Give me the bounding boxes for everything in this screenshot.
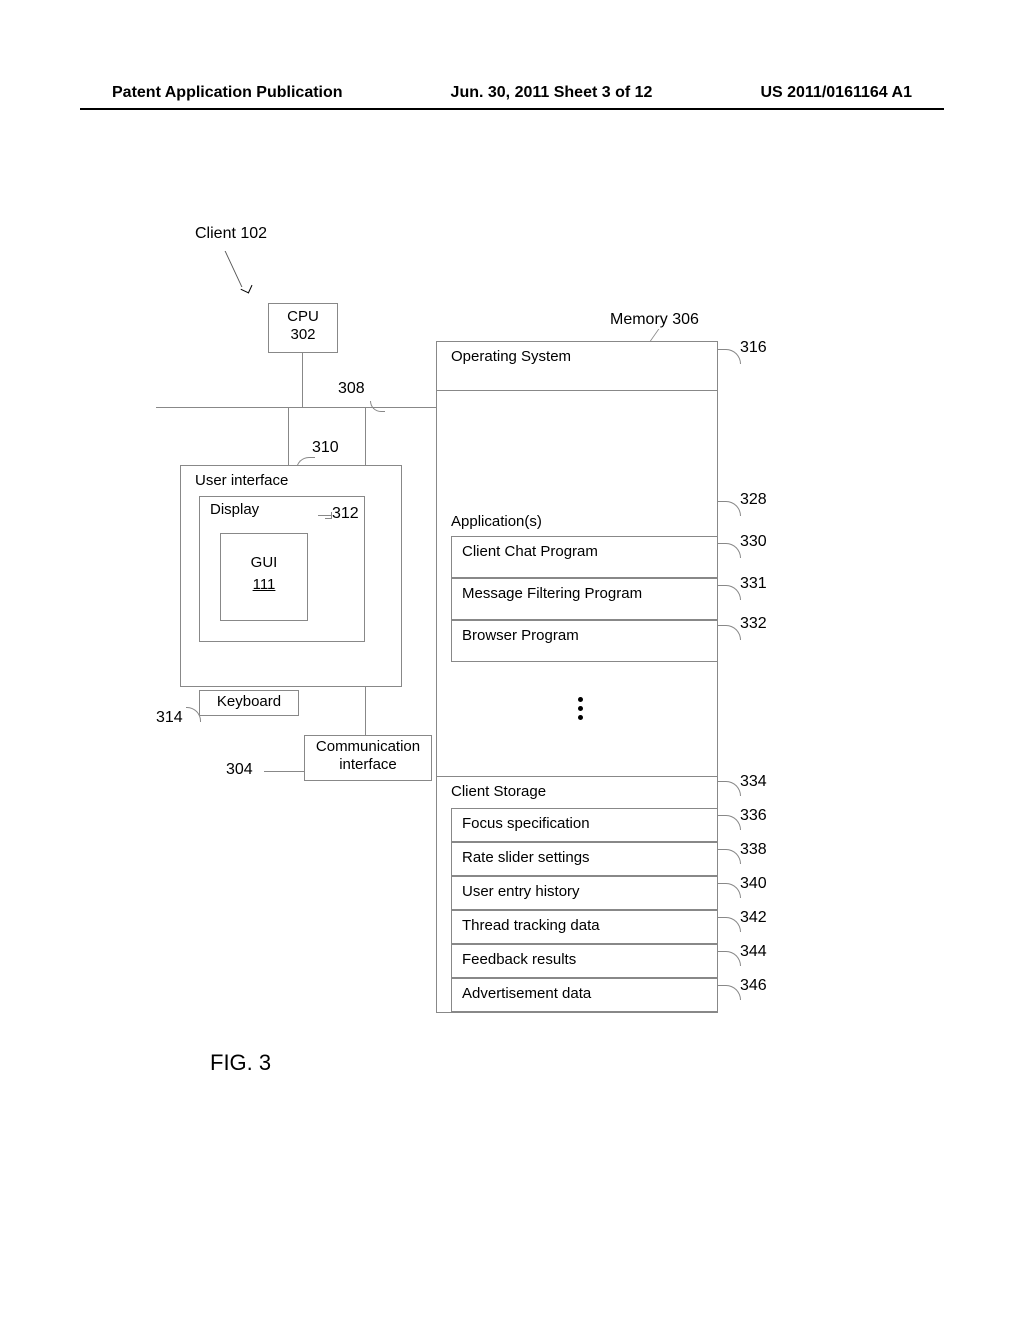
- mem-app-chat: Client Chat Program: [451, 536, 717, 578]
- page-header: Patent Application Publication Jun. 30, …: [0, 84, 1024, 102]
- mem-s-feedback: Feedback results: [451, 944, 717, 978]
- ui-label: User interface: [195, 472, 288, 489]
- mem-app-filter-text: Message Filtering Program: [462, 585, 642, 602]
- mem-s-focus: Focus specification: [451, 808, 717, 842]
- ref-332-leader: [718, 625, 741, 640]
- comm-interface-box: Communication interface: [304, 735, 432, 781]
- ref-346: 346: [740, 977, 767, 995]
- memory-box: Operating System Application(s) Client C…: [436, 341, 718, 1013]
- display-label: Display: [210, 501, 259, 518]
- ref-331-leader: [718, 585, 741, 600]
- mem-app-browser-text: Browser Program: [462, 627, 579, 644]
- bus-conn-cpu: [302, 353, 303, 407]
- header-rule: [80, 108, 944, 110]
- mem-s-focus-text: Focus specification: [462, 815, 590, 832]
- user-interface-box: User interface Display GUI 111 Keyboard: [180, 465, 402, 687]
- ref-342: 342: [740, 909, 767, 927]
- mem-s-feedback-text: Feedback results: [462, 951, 576, 968]
- cpu-box: CPU 302: [268, 303, 338, 353]
- mem-app-chat-text: Client Chat Program: [462, 543, 598, 560]
- keyboard-box: Keyboard: [199, 690, 299, 716]
- mem-s-history-text: User entry history: [462, 883, 580, 900]
- header-right: US 2011/0161164 A1: [760, 84, 912, 102]
- ref-312-leader: [318, 515, 332, 516]
- ref-344: 344: [740, 943, 767, 961]
- mem-s-rate: Rate slider settings: [451, 842, 717, 876]
- mem-app-filter: Message Filtering Program: [451, 578, 717, 620]
- cpu-text-1: CPU: [269, 308, 337, 326]
- ref-304: 304: [226, 761, 253, 779]
- comm-text-1: Communication: [305, 738, 431, 756]
- memory-label: Memory 306: [610, 311, 699, 329]
- gui-box: GUI 111: [220, 533, 308, 621]
- ref-331: 331: [740, 575, 767, 593]
- mem-s-thread-text: Thread tracking data: [462, 917, 600, 934]
- mem-os-text: Operating System: [451, 348, 571, 365]
- ref-308: 308: [338, 380, 365, 398]
- ref-340: 340: [740, 875, 767, 893]
- mem-s-thread: Thread tracking data: [451, 910, 717, 944]
- mem-s-ads: Advertisement data: [451, 978, 717, 1012]
- figure-label: FIG. 3: [210, 1050, 271, 1076]
- ref-330-leader: [718, 543, 741, 558]
- ref-314: 314: [156, 709, 183, 727]
- ref-334: 334: [740, 773, 767, 791]
- cpu-text-2: 302: [269, 326, 337, 344]
- ref-342-leader: [718, 917, 741, 932]
- mem-s-rate-text: Rate slider settings: [462, 849, 590, 866]
- gui-text-2: 111: [221, 574, 307, 596]
- bus-conn-ui: [288, 407, 289, 465]
- ref-316: 316: [740, 339, 767, 357]
- mem-storage-header: Client Storage: [451, 783, 546, 800]
- ref-346-leader: [718, 985, 741, 1000]
- ref-312: 312: [332, 505, 359, 523]
- keyboard-label: Keyboard: [217, 693, 281, 710]
- bus-line-308: [156, 407, 416, 408]
- comm-text-2: interface: [305, 756, 431, 774]
- ref-316-leader: [718, 349, 741, 364]
- ref-328: 328: [740, 491, 767, 509]
- ref-328-leader: [718, 501, 741, 516]
- ref-338-leader: [718, 849, 741, 864]
- ref-338: 338: [740, 841, 767, 859]
- vertical-ellipsis-icon: [578, 693, 583, 724]
- client-label: Client 102: [195, 225, 267, 243]
- mem-apps-header: Application(s): [451, 513, 542, 530]
- mem-s-history: User entry history: [451, 876, 717, 910]
- gui-text-1: GUI: [221, 552, 307, 574]
- header-center: Jun. 30, 2011 Sheet 3 of 12: [451, 84, 653, 102]
- header-left: Patent Application Publication: [112, 84, 343, 102]
- mem-app-browser: Browser Program: [451, 620, 717, 662]
- figure-3-diagram: Client 102 CPU 302 308 310 User interfac…: [140, 225, 830, 1035]
- ref-330: 330: [740, 533, 767, 551]
- mem-os-row: Operating System: [437, 342, 717, 390]
- ref-310: 310: [312, 439, 339, 457]
- ref-304-leader: [264, 771, 304, 772]
- client-pointer-line: [225, 251, 271, 287]
- ref-340-leader: [718, 883, 741, 898]
- ref-334-leader: [718, 781, 741, 796]
- bus-conn-memory: [416, 407, 436, 408]
- ref-332: 332: [740, 615, 767, 633]
- mem-s-ads-text: Advertisement data: [462, 985, 591, 1002]
- ref-336-leader: [718, 815, 741, 830]
- ref-336: 336: [740, 807, 767, 825]
- ref-344-leader: [718, 951, 741, 966]
